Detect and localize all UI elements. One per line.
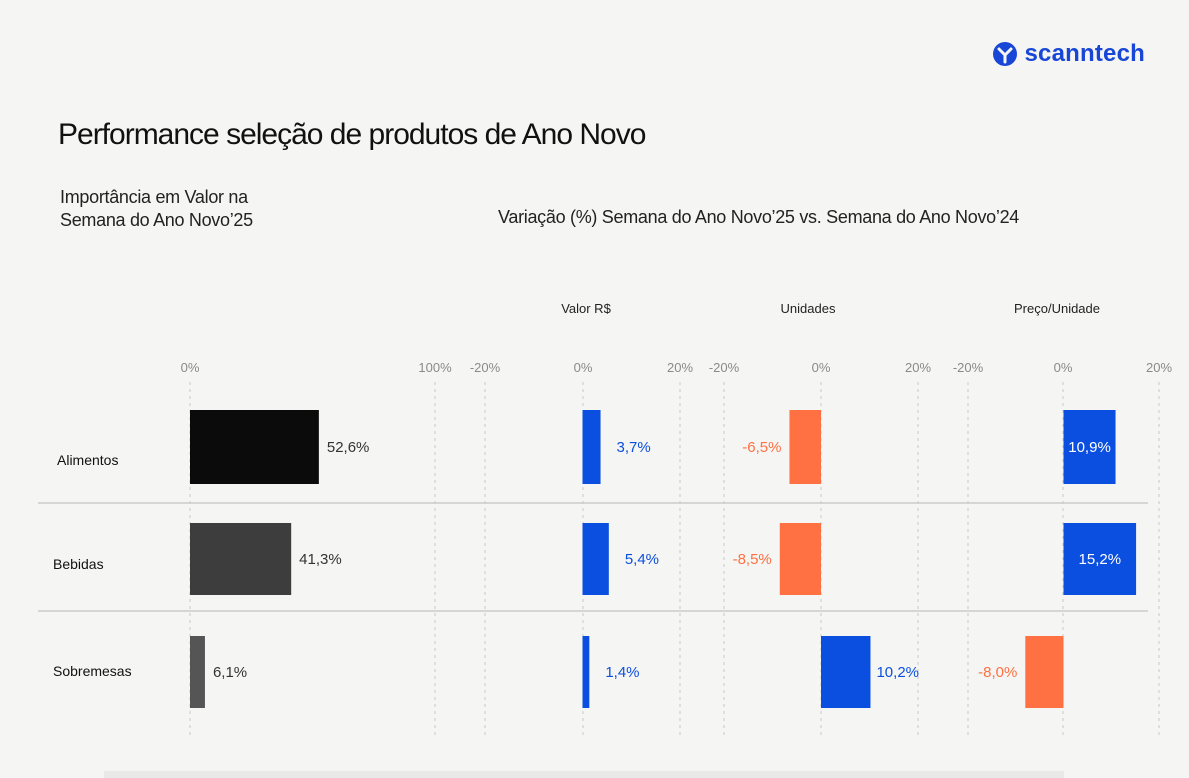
bar-3-alimentos: [1063, 410, 1116, 484]
tick-label-3-1: 0%: [1054, 360, 1073, 375]
bar-3-bebidas: [1063, 523, 1137, 595]
category-label-bebidas: Bebidas: [53, 556, 104, 572]
bar-1-bebidas: [582, 523, 609, 595]
data-label-2-alimentos: -6,5%: [742, 439, 781, 456]
tick-label-3-2: 20%: [1146, 360, 1172, 375]
subtitle-importance-line1: Importância em Valor na: [60, 187, 248, 207]
panel-title-3: Preço/Unidade: [1014, 301, 1100, 316]
page-title: Performance seleção de produtos de Ano N…: [58, 118, 646, 151]
scanntech-logo-icon: [993, 42, 1018, 66]
tick-label-2-0: -20%: [709, 360, 740, 375]
data-label-3-bebidas: 15,2%: [1079, 551, 1122, 568]
tick-label-1-0: -20%: [470, 360, 501, 375]
panel-title-2: Unidades: [781, 301, 836, 316]
data-label-3-sobremesas: -8,0%: [978, 664, 1017, 681]
category-label-alimentos: Alimentos: [57, 452, 118, 468]
brand-logo: scanntech: [992, 40, 1145, 68]
tick-label-2-1: 0%: [812, 360, 831, 375]
tick-label-2-2: 20%: [905, 360, 931, 375]
bar-1-sobremesas: [582, 636, 590, 708]
brand-name: scanntech: [1024, 40, 1145, 67]
data-label-1-bebidas: 5,4%: [625, 551, 659, 568]
bar-2-alimentos: [789, 410, 821, 484]
data-label-0-alimentos: 52,6%: [327, 439, 370, 456]
data-label-2-sobremesas: 10,2%: [876, 664, 919, 681]
bar-2-bebidas: [779, 523, 821, 595]
bottom-strip: [104, 771, 1064, 778]
bar-0-bebidas: [190, 523, 292, 595]
data-label-1-alimentos: 3,7%: [617, 439, 651, 456]
tick-label-0-0: 0%: [181, 360, 200, 375]
tick-label-1-1: 0%: [574, 360, 593, 375]
data-label-3-alimentos: 10,9%: [1068, 439, 1111, 456]
tick-label-3-0: -20%: [953, 360, 984, 375]
tick-label-0-1: 100%: [418, 360, 452, 375]
data-label-1-sobremesas: 1,4%: [605, 664, 639, 681]
bar-1-alimentos: [582, 410, 601, 484]
tick-label-1-2: 20%: [667, 360, 693, 375]
bar-3-sobremesas: [1025, 636, 1064, 708]
subtitle-importance-line2: Semana do Ano Novo’25: [60, 210, 253, 230]
category-label-sobremesas: Sobremesas: [53, 663, 132, 679]
data-label-0-bebidas: 41,3%: [299, 551, 342, 568]
bar-0-sobremesas: [190, 636, 205, 708]
panel-title-1: Valor R$: [561, 301, 611, 316]
subtitle-importance: Importância em Valor na Semana do Ano No…: [60, 186, 253, 232]
subtitle-variation: Variação (%) Semana do Ano Novo’25 vs. S…: [498, 207, 1019, 227]
data-label-0-sobremesas: 6,1%: [213, 664, 247, 681]
bar-0-alimentos: [190, 410, 319, 484]
bar-2-sobremesas: [821, 636, 871, 708]
data-label-2-bebidas: -8,5%: [733, 551, 772, 568]
